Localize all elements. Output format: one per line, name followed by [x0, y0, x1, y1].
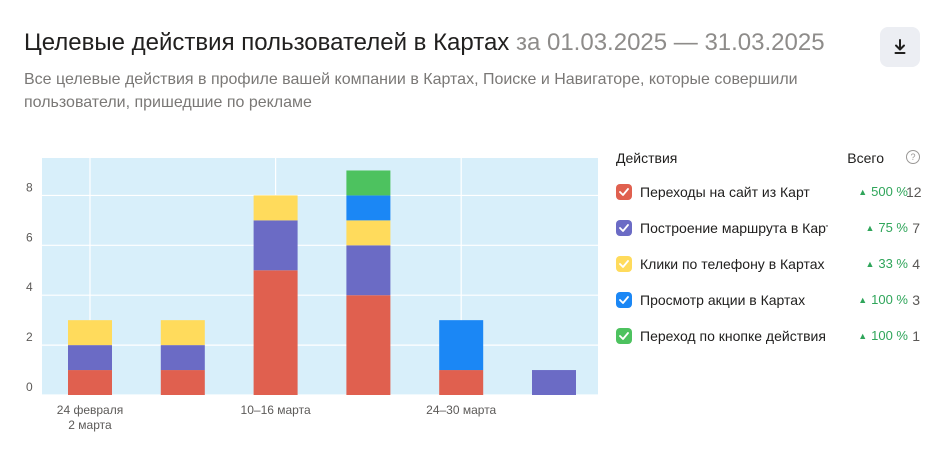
bar-segment — [346, 195, 391, 221]
bar-segment — [68, 320, 112, 346]
legend-item[interactable]: Переходы на сайт из Карт ▲ 500 % 12 — [616, 180, 922, 204]
legend-item-total: 3 — [912, 292, 920, 308]
legend-item-label: Переход по кнопке действия из Карт — [640, 328, 852, 344]
y-tick-label: 2 — [26, 330, 33, 344]
bar-segment — [439, 320, 484, 371]
y-tick-label: 6 — [26, 230, 33, 244]
legend-item-change: ▲ 100 % — [828, 328, 908, 343]
bar-segment — [253, 270, 298, 395]
checkbox-icon[interactable] — [616, 220, 632, 236]
legend-item-total: 12 — [906, 184, 922, 200]
y-tick-label: 8 — [26, 180, 33, 194]
bar-segment — [346, 245, 391, 296]
bar-segment — [346, 170, 391, 196]
legend-item-change: ▲ 75 % — [828, 220, 908, 235]
checkbox-icon[interactable] — [616, 256, 632, 272]
legend-item-label: Переходы на сайт из Карт — [640, 184, 810, 200]
bar-segment — [346, 295, 391, 395]
page-title: Целевые действия пользователей в Картах … — [24, 28, 825, 58]
x-tick-label: 24–30 марта — [426, 403, 496, 417]
legend-item-label: Просмотр акции в Картах — [640, 292, 806, 308]
bar-segment — [532, 370, 576, 395]
bar-segment — [160, 345, 205, 371]
legend-header-total: Всего — [847, 150, 884, 166]
title-period: за 01.03.2025 — 31.03.2025 — [515, 29, 825, 56]
legend-header: Действия Всего ? — [616, 148, 920, 168]
triangle-up-icon: ▲ — [858, 331, 868, 341]
checkbox-icon[interactable] — [616, 328, 632, 344]
x-tick-label: 2 марта — [68, 418, 112, 432]
checkbox-icon[interactable] — [616, 184, 632, 200]
triangle-up-icon: ▲ — [865, 259, 875, 269]
plot-area — [42, 158, 598, 395]
legend-item-total: 1 — [912, 328, 920, 344]
legend-item-label: Клики по телефону в Картах — [640, 256, 825, 272]
x-tick-label: 10–16 марта — [241, 403, 311, 417]
legend-item[interactable]: Переход по кнопке действия из Карт▲100 %… — [616, 324, 920, 348]
legend-item[interactable]: Просмотр акции в Картах ▲ 100 % 3 — [616, 288, 920, 312]
bar-segment — [68, 370, 112, 395]
triangle-up-icon: ▲ — [858, 187, 868, 197]
y-tick-label: 0 — [26, 380, 33, 394]
download-icon — [894, 39, 906, 54]
bar-segment — [160, 320, 205, 346]
title-text: Целевые действия пользователей в Картах — [24, 29, 510, 56]
bar-segment — [253, 195, 298, 221]
page-subtitle: Все целевые действия в профиле вашей ком… — [24, 71, 798, 111]
bar-segment — [160, 370, 205, 395]
legend-item-change: ▲ 33 % — [828, 256, 908, 271]
legend-item[interactable]: Клики по телефону в Картах ▲ 33 % 4 — [616, 252, 920, 276]
legend-item-label: Построение маршрута в Картах — [640, 220, 847, 236]
triangle-up-icon: ▲ — [858, 295, 868, 305]
bar-segment — [439, 370, 484, 395]
legend-item-change: ▲ 500 % — [828, 184, 908, 199]
question-circle-icon[interactable]: ? — [906, 150, 920, 164]
legend-item[interactable]: Построение маршрута в Картах ▲ 75 % 7 — [616, 216, 920, 240]
legend-header-actions: Действия — [616, 150, 678, 166]
bar-segment — [68, 345, 112, 371]
checkbox-icon[interactable] — [616, 292, 632, 308]
download-button[interactable] — [880, 27, 920, 67]
triangle-up-icon: ▲ — [865, 223, 875, 233]
y-tick-label: 4 — [26, 280, 33, 294]
legend-item-change: ▲ 100 % — [828, 292, 908, 307]
legend-item-total: 4 — [912, 256, 920, 272]
legend-item-total: 7 — [912, 220, 920, 236]
bar-segment — [253, 220, 298, 271]
x-tick-label: 24 февраля — [57, 403, 123, 417]
bar-segment — [346, 220, 391, 246]
